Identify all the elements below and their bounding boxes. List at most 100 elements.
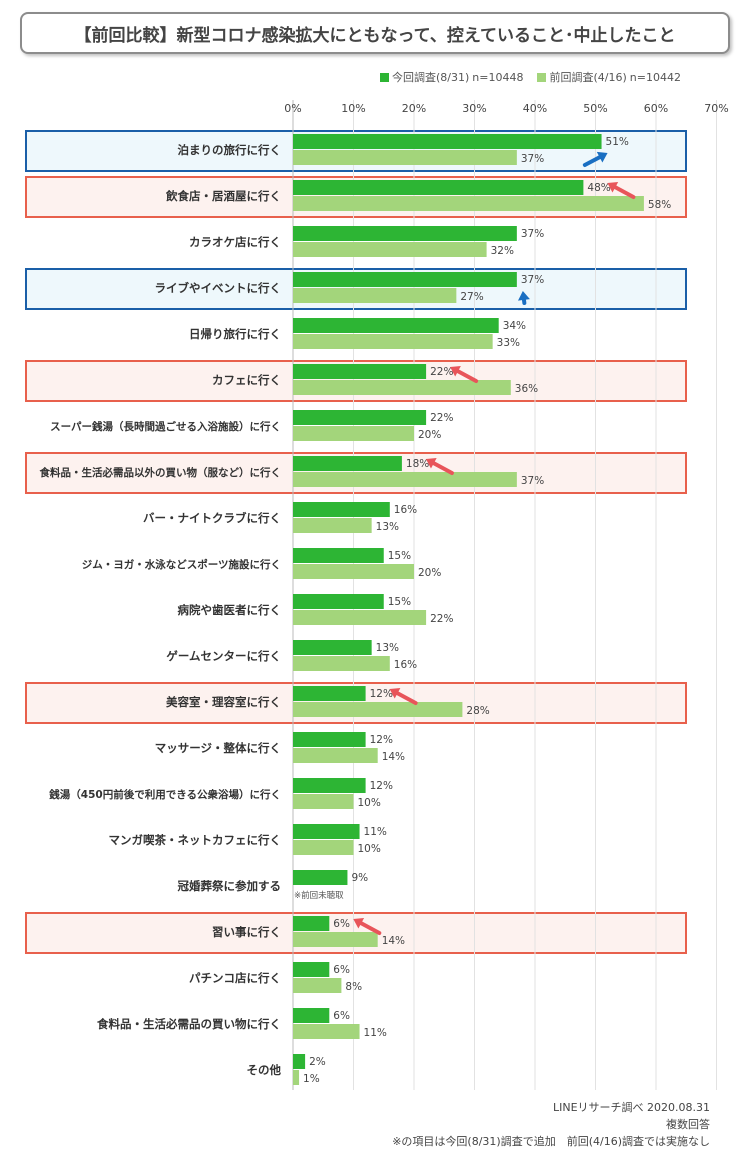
bar-previous: [293, 794, 354, 809]
bar-previous: [293, 334, 493, 349]
category-label: 日帰り旅行に行く: [189, 327, 281, 341]
x-tick-label: 40%: [523, 102, 547, 115]
value-label-previous: 14%: [382, 935, 405, 947]
legend-item-previous: 前回調査(4/16) n=10442: [537, 69, 681, 85]
footer-note: ※の項目は今回(8/31)調査で追加 前回(4/16)調査では実施なし: [392, 1135, 710, 1148]
category-label: マンガ喫茶・ネットカフェに行く: [109, 833, 282, 847]
bar-previous: [293, 748, 378, 763]
legend-swatch-previous: [537, 72, 547, 82]
category-label: 食料品・生活必需品の買い物に行く: [97, 1017, 281, 1031]
category-label: パチンコ店に行く: [189, 971, 281, 985]
change-arrow-shaft: [456, 369, 479, 383]
legend-item-current: 今回調査(8/31) n=10448: [380, 69, 523, 85]
category-label: 習い事に行く: [212, 925, 281, 939]
bar-previous: [293, 196, 644, 211]
change-arrow-head: [596, 151, 608, 163]
bar-current: [293, 594, 384, 609]
category-label: カラオケ店に行く: [189, 235, 281, 249]
legend-label-previous: 前回調査(4/16): [549, 71, 627, 84]
change-arrow-head: [607, 181, 619, 193]
value-label-current: 6%: [333, 964, 350, 976]
bar-current: [293, 502, 390, 517]
bar-previous: [293, 702, 463, 717]
value-label-current: 12%: [370, 780, 393, 792]
change-arrow-head: [425, 457, 437, 469]
footer-answer-type: 複数回答: [666, 1118, 710, 1131]
legend: 今回調査(8/31) n=10448 前回調査(4/16) n=10442: [380, 68, 740, 86]
bar-current: [293, 732, 366, 747]
bar-previous: [293, 610, 427, 625]
bar-current: [293, 1054, 306, 1069]
bar-current: [293, 272, 517, 287]
bar-previous: [293, 426, 414, 441]
category-label: 冠婚葬祭に参加する: [178, 879, 282, 893]
change-arrow-shaft: [582, 155, 602, 167]
bar-previous: [293, 978, 342, 993]
bar-current: [293, 364, 427, 379]
change-arrow-shaft: [359, 921, 382, 935]
category-label: 食料品・生活必需品以外の買い物（服など）に行く: [39, 466, 282, 479]
bar-previous: [293, 1070, 300, 1085]
change-arrow-head: [389, 687, 401, 699]
value-label-previous: 28%: [466, 705, 489, 717]
value-label-previous: 20%: [418, 567, 441, 579]
value-label-previous: 27%: [460, 291, 483, 303]
category-label: その他: [247, 1063, 282, 1077]
value-label-current: 22%: [430, 412, 453, 424]
bar-previous: [293, 1024, 360, 1039]
bar-previous: [293, 472, 517, 487]
value-label-previous: 11%: [364, 1027, 387, 1039]
legend-n-previous: n=10442: [629, 70, 681, 84]
change-arrow-shaft: [613, 185, 636, 199]
category-label: ゲームセンターに行く: [166, 649, 281, 663]
x-tick-label: 0%: [284, 102, 301, 115]
bar-previous: [293, 150, 517, 165]
bar-current: [293, 548, 384, 563]
legend-swatch-current: [380, 72, 389, 82]
bar-previous: [293, 288, 457, 303]
x-tick-label: 70%: [704, 102, 728, 115]
value-label-current: 37%: [521, 274, 544, 286]
bar-current: [293, 318, 499, 333]
value-label-current: 2%: [309, 1056, 326, 1068]
bar-chart: 0% 10% 20% 30% 40% 50% 60% 70% 泊まりの旅行に行く 51% 37% 飲食…: [25, 100, 729, 1090]
x-tick-label: 20%: [402, 102, 426, 115]
category-label: カフェに行く: [212, 373, 281, 387]
bar-current: [293, 962, 330, 977]
value-label-current: 51%: [606, 136, 629, 148]
value-label-current: 48%: [587, 182, 610, 194]
value-label-previous: 37%: [521, 153, 544, 165]
value-label-previous: 10%: [358, 797, 381, 809]
category-label: マッサージ・整体に行く: [155, 741, 281, 755]
category-label: 美容室・理容室に行く: [166, 695, 281, 709]
legend-label-current: 今回調査(8/31): [392, 71, 470, 84]
chart-title-box: 【前回比較】新型コロナ感染拡大にともなって、控えていること･中止したこと: [20, 12, 730, 54]
value-label-current: 11%: [364, 826, 387, 838]
category-label: ライブやイベントに行く: [155, 281, 282, 295]
bar-current: [293, 640, 372, 655]
change-arrow-shaft: [395, 691, 418, 705]
value-label-previous: 36%: [515, 383, 538, 395]
chart-title: 【前回比較】新型コロナ感染拡大にともなって、控えていること･中止したこと: [74, 25, 676, 46]
value-label-current: 37%: [521, 228, 544, 240]
value-label-current: 9%: [351, 872, 368, 884]
bar-current: [293, 778, 366, 793]
value-label-current: 6%: [333, 1010, 350, 1022]
value-label-previous: 37%: [521, 475, 544, 487]
change-arrow-head: [353, 917, 365, 929]
category-label: 銭湯（450円前後で利用できる公衆浴場）に行く: [48, 788, 281, 801]
legend-n-current: n=10448: [472, 70, 524, 84]
category-label: スーパー銭湯（長時間過ごせる入浴施設）に行く: [50, 420, 281, 433]
change-arrow-head: [450, 365, 461, 377]
x-tick-label: 50%: [583, 102, 607, 115]
bar-previous: [293, 656, 390, 671]
value-label-current: 34%: [503, 320, 526, 332]
bar-previous: [293, 518, 372, 533]
bar-current: [293, 456, 402, 471]
value-label-previous: 16%: [394, 659, 417, 671]
value-label-current: 16%: [394, 504, 417, 516]
x-tick-label: 30%: [462, 102, 486, 115]
bar-previous: [293, 564, 414, 579]
x-tick-label: 10%: [341, 102, 365, 115]
value-label-current: 15%: [388, 550, 411, 562]
